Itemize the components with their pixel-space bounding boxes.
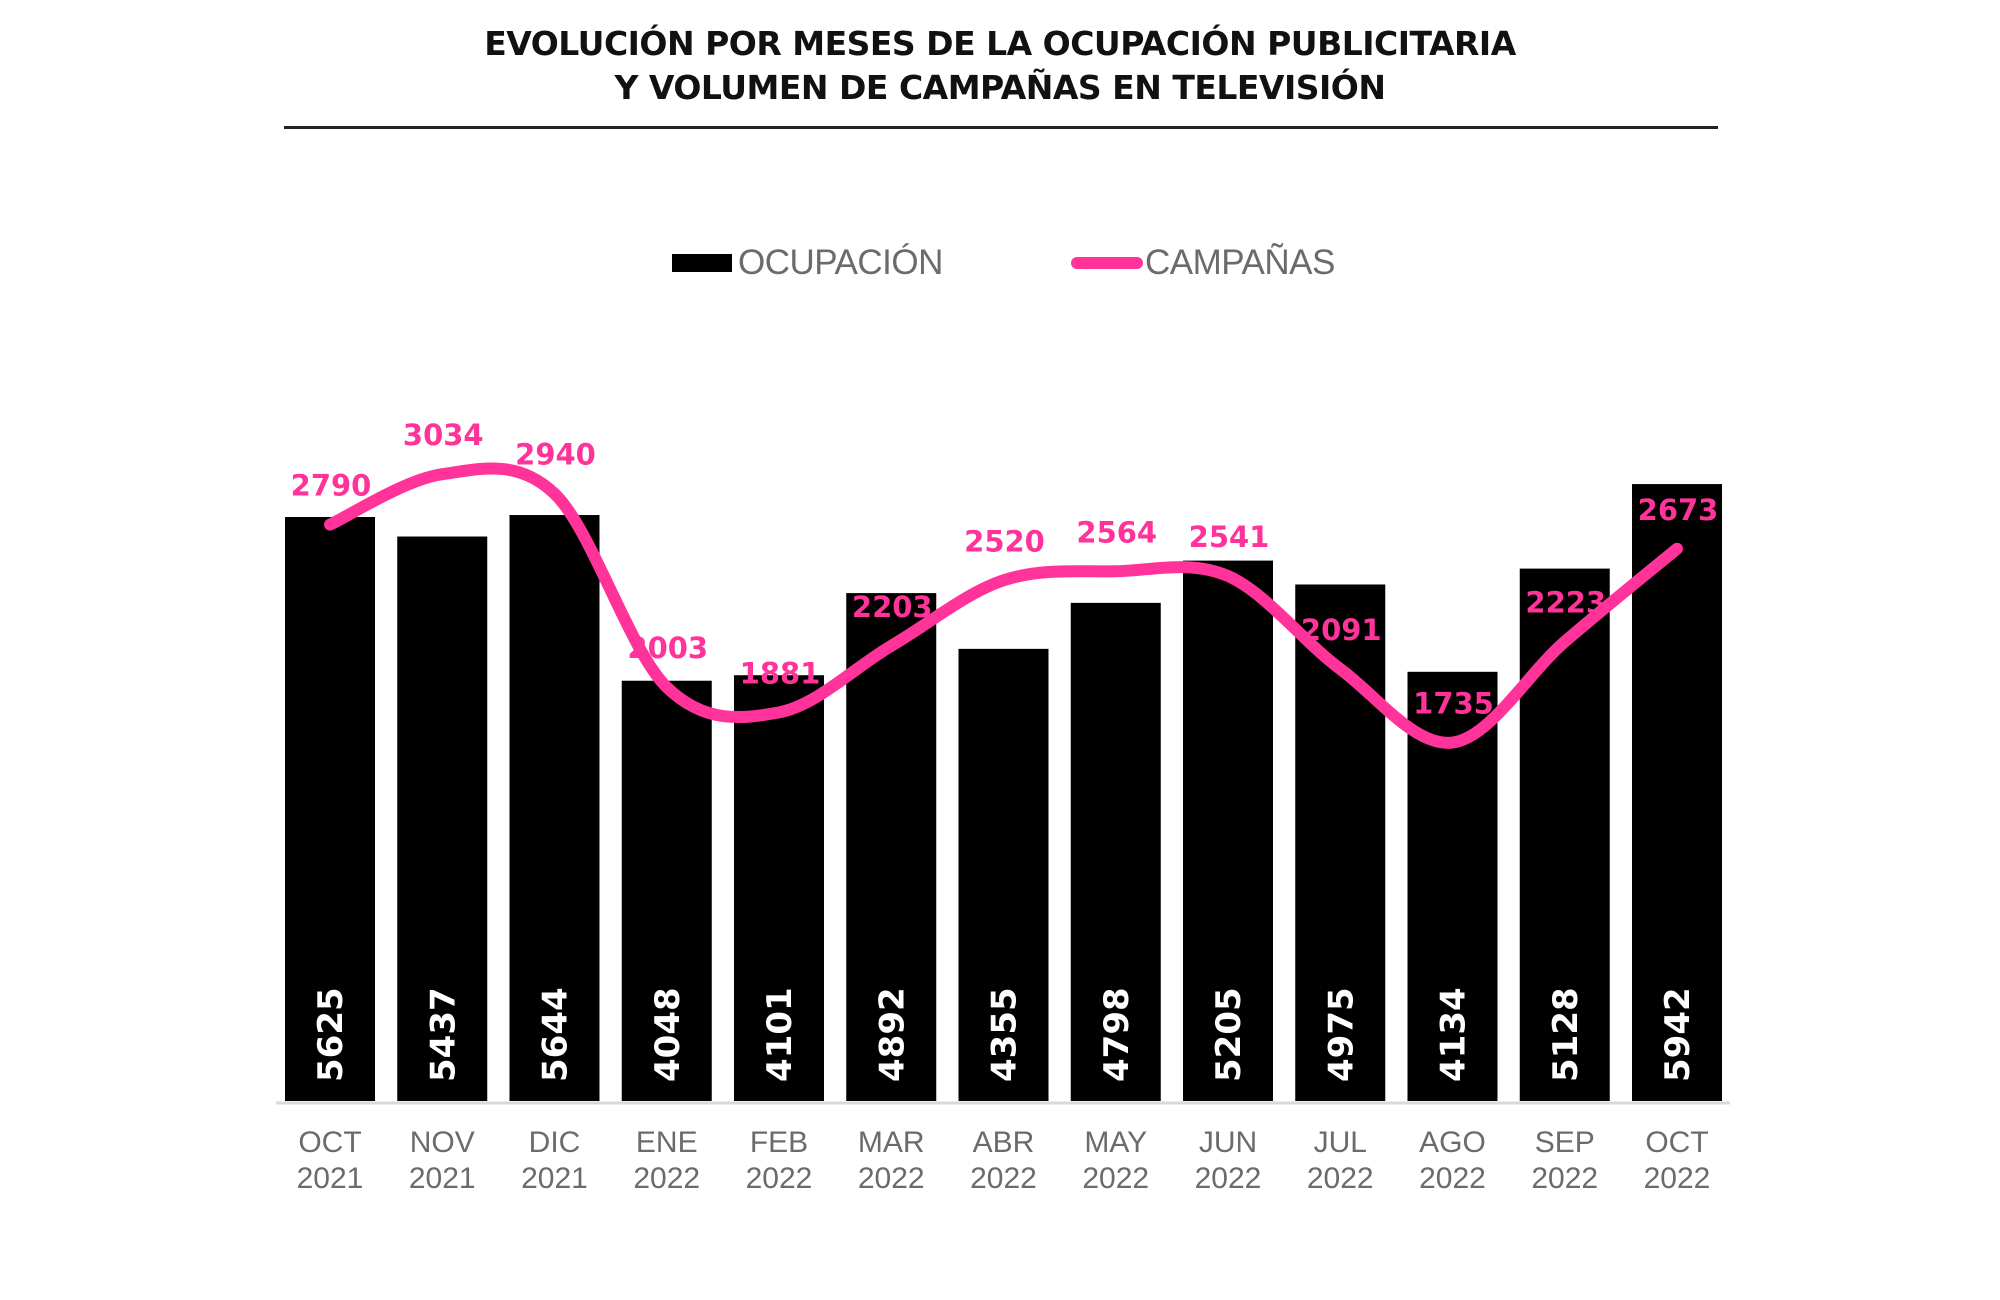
x-tick-label-year-8: 2022 [1195, 1162, 1262, 1195]
legend-label-ocupacion: OCUPACIÓN [738, 243, 943, 282]
bar-value-label-4: 4101 [760, 987, 800, 1082]
bar-12 [1632, 484, 1722, 1101]
line-value-label-11: 2223 [1525, 586, 1606, 620]
bar-7 [1070, 602, 1161, 1101]
bar-value-label-7: 4798 [1097, 987, 1137, 1082]
bar-4 [734, 675, 824, 1101]
bar-value-label-10: 4134 [1434, 987, 1474, 1082]
x-tick-label-month-1: NOV [410, 1126, 475, 1159]
x-tick-label-year-3: 2022 [633, 1162, 700, 1195]
bar-value-label-0: 5625 [311, 987, 351, 1082]
x-tick-label-year-2: 2021 [521, 1162, 588, 1195]
bar-value-label-1: 5437 [423, 987, 463, 1082]
x-tick-label-year-4: 2022 [746, 1162, 813, 1195]
x-tick-label-month-11: SEP [1535, 1126, 1595, 1159]
legend-item-campanas[interactable]: CAMPAÑAS [1071, 238, 1335, 288]
line-value-label-6: 2520 [964, 524, 1045, 558]
bar-1 [397, 536, 488, 1101]
labels-layer: 5625OCT20215437NOV20215644DIC20214048ENE… [291, 418, 1719, 1195]
x-tick-label-month-8: JUN [1199, 1126, 1257, 1159]
bar-2 [509, 515, 600, 1101]
line-value-label-10: 1735 [1413, 687, 1494, 721]
x-tick-label-year-1: 2021 [409, 1162, 476, 1195]
line-value-label-1: 3034 [403, 418, 484, 452]
legend-item-ocupacion[interactable]: OCUPACIÓN [672, 238, 943, 288]
x-tick-label-year-7: 2022 [1082, 1162, 1149, 1195]
line-value-label-8: 2541 [1189, 520, 1270, 554]
x-tick-label-month-2: DIC [529, 1126, 581, 1159]
line-value-label-12: 2673 [1638, 493, 1719, 527]
line-value-label-3: 2003 [627, 631, 708, 665]
bar-value-label-6: 4355 [985, 987, 1025, 1082]
bar-8 [1183, 560, 1273, 1101]
x-tick-label-month-7: MAY [1084, 1126, 1147, 1159]
x-tick-label-month-10: AGO [1419, 1126, 1486, 1159]
x-tick-label-year-12: 2022 [1644, 1162, 1711, 1195]
x-tick-label-month-9: JUL [1314, 1126, 1367, 1159]
bar-value-label-12: 5942 [1658, 987, 1698, 1082]
bar-0 [285, 517, 375, 1101]
bar-value-label-2: 5644 [536, 987, 576, 1082]
chart-title-line-2: Y VOLUMEN DE CAMPAÑAS EN TELEVISIÓN [614, 68, 1386, 107]
line-value-label-9: 2091 [1301, 613, 1382, 647]
x-tick-label-month-5: MAR [858, 1126, 925, 1159]
bar-value-label-3: 4048 [648, 987, 688, 1082]
bar-6 [958, 648, 1049, 1101]
bar-3 [621, 680, 712, 1101]
line-value-label-2: 2940 [515, 438, 596, 472]
bar-value-label-8: 5205 [1209, 987, 1249, 1082]
bar-value-label-5: 4892 [872, 987, 912, 1082]
x-tick-label-year-0: 2021 [297, 1162, 364, 1195]
title-divider [284, 126, 1718, 129]
bar-swatch-icon [672, 254, 732, 272]
x-tick-label-month-12: OCT [1645, 1126, 1708, 1159]
x-tick-label-month-6: ABR [973, 1126, 1035, 1159]
chart-title: EVOLUCIÓN POR MESES DE LA OCUPACIÓN PUBL… [0, 22, 2000, 110]
legend: OCUPACIÓN CAMPAÑAS [0, 238, 2000, 288]
x-tick-label-month-3: ENE [636, 1126, 698, 1159]
bar-value-label-11: 5128 [1546, 987, 1586, 1082]
line-value-label-5: 2203 [852, 590, 933, 624]
bar-value-label-9: 4975 [1321, 987, 1361, 1082]
campanas-line [324, 462, 1683, 749]
bar-5 [846, 593, 937, 1101]
x-tick-label-year-5: 2022 [858, 1162, 925, 1195]
line-value-label-0: 2790 [291, 469, 372, 503]
x-tick-label-month-0: OCT [298, 1126, 361, 1159]
chart-title-line-1: EVOLUCIÓN POR MESES DE LA OCUPACIÓN PUBL… [484, 24, 1516, 63]
x-tick-label-year-9: 2022 [1307, 1162, 1374, 1195]
x-tick-label-year-6: 2022 [970, 1162, 1037, 1195]
x-tick-label-year-10: 2022 [1419, 1162, 1486, 1195]
line-value-label-4: 1881 [740, 656, 821, 690]
bar-11 [1519, 568, 1610, 1101]
line-layer [324, 462, 1683, 749]
x-tick-label-year-11: 2022 [1531, 1162, 1598, 1195]
line-swatch-icon [1071, 257, 1143, 269]
legend-label-campanas: CAMPAÑAS [1145, 243, 1335, 282]
line-value-label-7: 2564 [1076, 515, 1157, 549]
x-tick-label-month-4: FEB [750, 1126, 808, 1159]
